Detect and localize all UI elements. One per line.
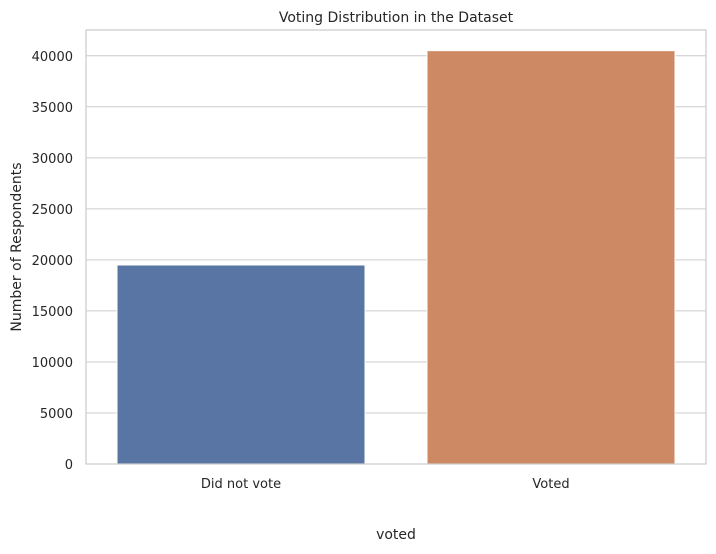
x-tick-label: Did not vote [201,477,281,492]
y-tick-label: 15000 [32,305,73,320]
bars [116,50,676,465]
x-tick-label: Voted [532,477,569,492]
y-tick-label: 40000 [32,50,73,65]
y-tick-label: 20000 [32,254,73,269]
y-tick-label: 10000 [32,356,73,371]
chart-title: Voting Distribution in the Dataset [279,10,514,26]
plot-frame [85,29,707,465]
y-tick-label: 35000 [32,101,73,116]
y-tick-label: 30000 [32,152,73,167]
bar-did-not-vote [116,264,366,465]
y-tick-labels: 0 5000 10000 15000 20000 25000 30000 35000 40000 [32,50,73,473]
y-tick-label: 5000 [40,407,73,422]
y-tick-label: 0 [65,458,73,473]
x-tick-labels: Did not vote Voted [201,477,570,492]
bar-voted [426,50,676,465]
y-tick-label: 25000 [32,203,73,218]
y-axis-label: Number of Respondents [9,162,25,331]
x-axis-label: voted [376,527,416,543]
